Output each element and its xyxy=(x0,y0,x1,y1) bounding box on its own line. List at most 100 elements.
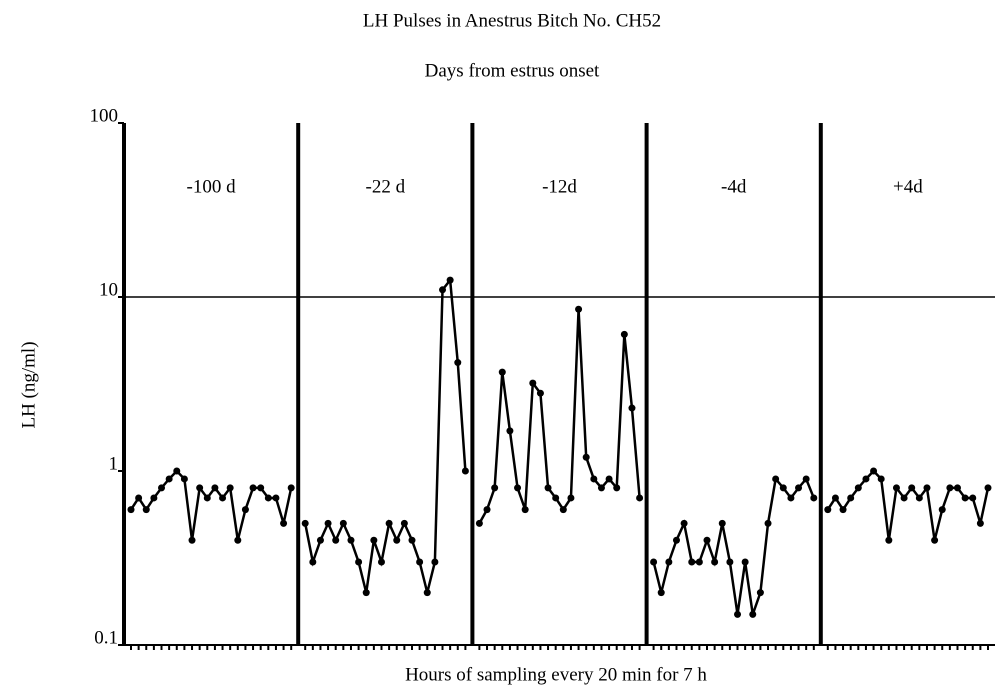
data-point xyxy=(377,558,385,566)
data-point xyxy=(802,475,810,483)
data-point xyxy=(439,286,447,294)
panel-label: -100 d xyxy=(187,176,237,197)
data-point xyxy=(203,494,211,502)
data-point xyxy=(862,475,870,483)
data-point xyxy=(180,475,188,483)
data-point xyxy=(370,536,378,544)
data-point xyxy=(984,484,992,492)
data-point xyxy=(695,558,703,566)
x-axis-label: Hours of sampling every 20 min for 7 h xyxy=(405,664,707,685)
data-point xyxy=(188,536,196,544)
data-point xyxy=(854,484,862,492)
data-point xyxy=(582,453,590,461)
data-point xyxy=(824,506,832,514)
data-point xyxy=(575,305,583,313)
data-point xyxy=(309,558,317,566)
data-point xyxy=(665,558,673,566)
data-point xyxy=(536,389,544,397)
data-point xyxy=(280,519,288,527)
data-point xyxy=(559,506,567,514)
panel-label: -12d xyxy=(542,176,577,197)
data-point xyxy=(672,536,680,544)
data-point xyxy=(454,359,462,367)
data-point xyxy=(142,506,150,514)
data-point xyxy=(870,467,878,475)
data-point xyxy=(787,494,795,502)
panel-label: +4d xyxy=(893,176,923,197)
data-line xyxy=(478,309,641,524)
data-line xyxy=(129,469,293,541)
data-point xyxy=(976,519,984,527)
data-point xyxy=(734,610,742,618)
data-point xyxy=(961,494,969,502)
data-point xyxy=(908,484,916,492)
data-point xyxy=(301,519,309,527)
data-point xyxy=(219,494,227,502)
chart-subtitle: Days from estrus onset xyxy=(425,60,600,81)
data-point xyxy=(211,484,219,492)
data-point xyxy=(636,494,644,502)
data-point xyxy=(408,536,416,544)
data-point xyxy=(810,494,818,502)
data-point xyxy=(347,536,355,544)
data-point xyxy=(461,467,469,475)
data-point xyxy=(514,484,522,492)
data-point xyxy=(915,494,923,502)
data-point xyxy=(332,536,340,544)
data-point xyxy=(711,558,719,566)
data-point xyxy=(953,484,961,492)
data-point xyxy=(605,475,613,483)
y-tick-label: 0.1 xyxy=(94,627,118,648)
data-point xyxy=(597,484,605,492)
data-point xyxy=(900,494,908,502)
data-point xyxy=(529,379,537,387)
data-point xyxy=(795,484,803,492)
data-point xyxy=(226,484,234,492)
data-point xyxy=(741,558,749,566)
data-point xyxy=(385,519,393,527)
y-tick-label: 1 xyxy=(109,453,119,474)
data-point xyxy=(165,475,173,483)
data-point xyxy=(703,536,711,544)
data-point xyxy=(877,475,885,483)
data-point xyxy=(287,484,295,492)
data-point xyxy=(257,484,265,492)
data-point xyxy=(552,494,560,502)
data-point xyxy=(969,494,977,502)
data-point xyxy=(749,610,757,618)
data-point xyxy=(831,494,839,502)
data-line xyxy=(652,476,815,615)
data-point xyxy=(173,467,181,475)
data-point xyxy=(590,475,598,483)
chart-title: LH Pulses in Anestrus Bitch No. CH52 xyxy=(363,10,661,31)
data-point xyxy=(931,536,939,544)
data-point xyxy=(491,484,499,492)
data-point xyxy=(498,368,506,376)
data-line xyxy=(303,276,467,593)
data-point xyxy=(355,558,363,566)
data-point xyxy=(234,536,242,544)
data-point xyxy=(127,506,135,514)
data-point xyxy=(506,427,514,435)
data-point xyxy=(241,506,249,514)
data-point xyxy=(324,519,332,527)
data-point xyxy=(847,494,855,502)
data-point xyxy=(544,484,552,492)
y-axis-label: LH (ng/ml) xyxy=(18,341,39,428)
data-point xyxy=(264,494,272,502)
data-point xyxy=(923,484,931,492)
data-point xyxy=(339,519,347,527)
data-point xyxy=(613,484,621,492)
data-point xyxy=(483,506,491,514)
data-point xyxy=(946,484,954,492)
data-point xyxy=(756,589,764,597)
data-point xyxy=(772,475,780,483)
data-point xyxy=(446,276,454,284)
panel-label: -22 d xyxy=(366,176,406,197)
data-point xyxy=(416,558,424,566)
data-point xyxy=(764,519,772,527)
data-point xyxy=(150,494,158,502)
data-point xyxy=(362,589,370,597)
data-point xyxy=(158,484,166,492)
data-point xyxy=(620,330,628,338)
